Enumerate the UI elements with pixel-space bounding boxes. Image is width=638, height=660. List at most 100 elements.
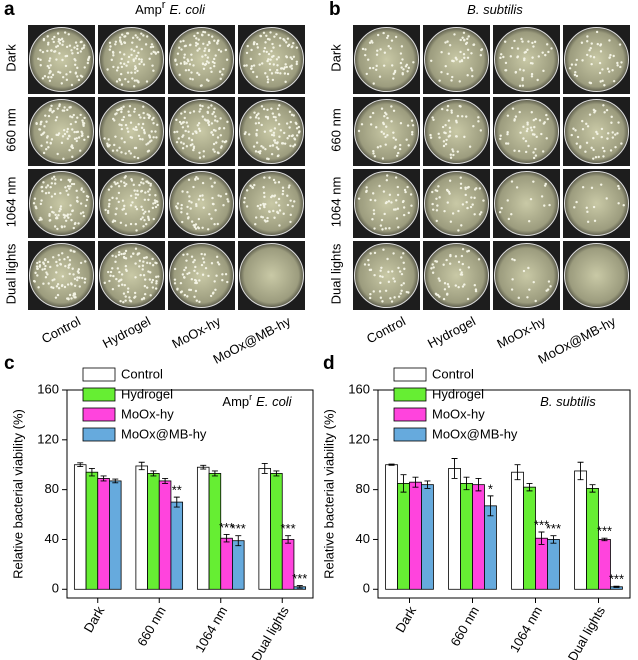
colony xyxy=(374,199,377,202)
colony xyxy=(435,197,438,200)
colony xyxy=(225,192,228,196)
legend-swatch xyxy=(393,407,427,422)
colony xyxy=(585,122,588,126)
colony xyxy=(86,135,90,139)
colony xyxy=(145,143,148,146)
colony xyxy=(83,116,86,120)
error-bar xyxy=(424,480,431,489)
colony xyxy=(71,116,74,119)
colony xyxy=(41,268,44,271)
colony xyxy=(124,295,127,298)
colony xyxy=(63,132,67,136)
colony xyxy=(144,210,147,213)
colony xyxy=(135,229,138,232)
colony xyxy=(154,194,157,197)
colony xyxy=(190,220,194,223)
colony xyxy=(205,78,209,81)
colony xyxy=(134,205,137,209)
colony xyxy=(364,48,367,51)
colony xyxy=(58,209,61,213)
colony xyxy=(266,117,270,120)
colony xyxy=(66,130,69,133)
colony xyxy=(190,138,194,142)
colony xyxy=(38,260,41,264)
colony xyxy=(209,67,212,70)
colony xyxy=(430,267,433,270)
colony xyxy=(201,181,205,185)
colony xyxy=(115,80,119,83)
colony xyxy=(611,131,614,134)
colony xyxy=(114,255,118,258)
colony xyxy=(155,199,158,203)
colony xyxy=(143,284,147,288)
colony xyxy=(120,110,123,114)
colony xyxy=(143,278,147,281)
colony xyxy=(111,149,115,152)
colony xyxy=(206,110,209,114)
colony xyxy=(226,280,229,284)
colony xyxy=(222,204,225,207)
colony xyxy=(184,266,188,269)
colony xyxy=(472,125,475,128)
colony xyxy=(527,144,530,148)
colony xyxy=(372,82,375,85)
bar xyxy=(147,473,160,590)
colony xyxy=(263,205,266,209)
colony xyxy=(141,216,144,219)
colony xyxy=(127,130,130,133)
colony xyxy=(357,197,361,200)
colony xyxy=(76,44,79,48)
colony xyxy=(523,51,526,54)
row-label: Dual lights xyxy=(328,243,343,304)
colony xyxy=(272,178,276,182)
colony xyxy=(210,185,214,188)
colony xyxy=(506,114,510,117)
colony xyxy=(180,48,183,51)
colony xyxy=(107,145,110,148)
colony xyxy=(71,155,74,159)
colony xyxy=(504,142,508,145)
colony xyxy=(467,35,470,38)
error-bar xyxy=(285,535,292,544)
colony xyxy=(387,45,390,48)
colony xyxy=(181,121,185,124)
colony xyxy=(61,58,64,62)
petri-dish xyxy=(99,27,164,92)
colony xyxy=(461,247,465,251)
colony xyxy=(379,281,382,285)
colony xyxy=(115,277,118,281)
colony xyxy=(77,136,81,139)
colony xyxy=(188,288,191,292)
colony xyxy=(458,268,462,272)
colony xyxy=(265,50,268,54)
colony xyxy=(69,70,72,74)
colony xyxy=(402,261,405,264)
colony xyxy=(44,264,47,268)
petri-dish xyxy=(169,243,234,308)
colony xyxy=(70,218,73,222)
colony xyxy=(470,52,473,55)
colony xyxy=(270,152,274,156)
colony xyxy=(537,55,540,58)
colony xyxy=(36,274,39,277)
colony xyxy=(53,182,57,185)
colony xyxy=(532,280,535,284)
colony xyxy=(59,178,63,181)
colony xyxy=(222,127,226,130)
colony xyxy=(443,288,447,291)
legend-swatch xyxy=(393,367,427,382)
colony xyxy=(182,142,185,145)
colony xyxy=(396,193,400,197)
colony xyxy=(266,216,269,220)
colony xyxy=(107,188,111,191)
colony xyxy=(263,46,267,50)
y-tick-label: 80 xyxy=(356,481,370,496)
colony xyxy=(283,142,287,145)
colony xyxy=(146,113,149,116)
colony xyxy=(290,57,294,61)
colony xyxy=(459,105,462,108)
colony xyxy=(213,222,216,226)
colony xyxy=(443,282,447,285)
colony xyxy=(138,38,141,41)
colony xyxy=(212,148,215,151)
